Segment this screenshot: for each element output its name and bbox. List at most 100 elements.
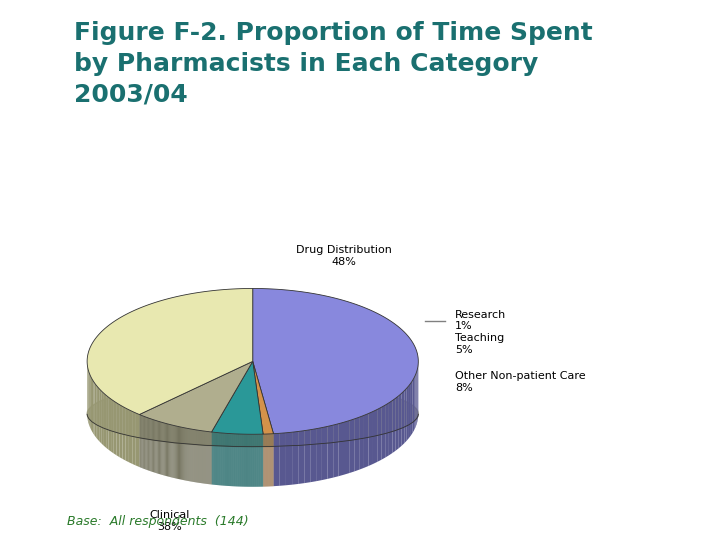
Polygon shape xyxy=(200,430,202,483)
Polygon shape xyxy=(195,430,197,482)
Polygon shape xyxy=(202,431,204,483)
Polygon shape xyxy=(154,420,155,472)
Polygon shape xyxy=(150,418,151,471)
Polygon shape xyxy=(145,417,146,470)
Polygon shape xyxy=(205,431,207,484)
Polygon shape xyxy=(117,403,120,457)
Polygon shape xyxy=(413,377,414,433)
Polygon shape xyxy=(106,395,109,450)
Polygon shape xyxy=(114,401,117,455)
Polygon shape xyxy=(161,422,162,475)
Polygon shape xyxy=(140,361,253,432)
Polygon shape xyxy=(274,433,280,486)
Polygon shape xyxy=(144,416,145,469)
Text: Other Non-patient Care
8%: Other Non-patient Care 8% xyxy=(455,371,585,393)
Polygon shape xyxy=(122,407,125,461)
Polygon shape xyxy=(179,427,180,480)
Polygon shape xyxy=(183,428,184,480)
Polygon shape xyxy=(369,411,373,466)
Polygon shape xyxy=(142,415,143,468)
Polygon shape xyxy=(171,425,173,477)
Polygon shape xyxy=(377,407,382,462)
Polygon shape xyxy=(204,431,205,484)
Polygon shape xyxy=(129,410,132,464)
Polygon shape xyxy=(94,383,96,438)
Polygon shape xyxy=(253,361,274,434)
Polygon shape xyxy=(181,427,182,480)
Polygon shape xyxy=(402,391,405,446)
Text: Research
1%: Research 1% xyxy=(455,310,506,332)
Text: Drug Distribution
48%: Drug Distribution 48% xyxy=(296,245,392,267)
Polygon shape xyxy=(305,430,310,483)
Polygon shape xyxy=(411,380,413,435)
Polygon shape xyxy=(165,423,166,476)
Polygon shape xyxy=(170,424,171,477)
Ellipse shape xyxy=(87,381,418,447)
Polygon shape xyxy=(333,424,338,477)
Polygon shape xyxy=(354,417,359,471)
Polygon shape xyxy=(96,385,98,440)
Polygon shape xyxy=(176,426,177,479)
Polygon shape xyxy=(111,399,114,454)
Polygon shape xyxy=(385,403,389,457)
Polygon shape xyxy=(177,426,178,479)
Polygon shape xyxy=(316,428,322,481)
Polygon shape xyxy=(212,361,263,434)
Polygon shape xyxy=(143,416,144,469)
Polygon shape xyxy=(185,428,186,481)
Polygon shape xyxy=(310,429,316,482)
Polygon shape xyxy=(180,427,181,480)
Polygon shape xyxy=(167,424,168,476)
Polygon shape xyxy=(173,425,174,478)
Polygon shape xyxy=(109,397,111,451)
Polygon shape xyxy=(399,393,402,448)
Polygon shape xyxy=(405,388,407,443)
Polygon shape xyxy=(396,396,399,451)
Polygon shape xyxy=(382,405,385,460)
Polygon shape xyxy=(159,422,160,474)
Polygon shape xyxy=(199,430,200,483)
Polygon shape xyxy=(152,419,153,472)
Polygon shape xyxy=(153,420,154,472)
Text: Teaching
5%: Teaching 5% xyxy=(455,333,504,355)
Polygon shape xyxy=(125,408,129,462)
Polygon shape xyxy=(149,418,150,471)
Polygon shape xyxy=(162,422,163,475)
Polygon shape xyxy=(120,404,122,459)
Polygon shape xyxy=(280,433,286,486)
Polygon shape xyxy=(146,417,148,470)
Text: Figure F-2. Proportion of Time Spent
by Pharmacists in Each Category
2003/04: Figure F-2. Proportion of Time Spent by … xyxy=(74,21,593,106)
Polygon shape xyxy=(292,431,298,485)
Polygon shape xyxy=(207,431,209,484)
Polygon shape xyxy=(409,383,411,438)
Polygon shape xyxy=(178,427,179,479)
Polygon shape xyxy=(91,377,92,431)
Polygon shape xyxy=(344,421,349,475)
Polygon shape xyxy=(87,288,253,415)
Text: Base:  All respondents  (144): Base: All respondents (144) xyxy=(67,515,249,528)
Polygon shape xyxy=(197,430,199,483)
Polygon shape xyxy=(104,393,106,448)
Polygon shape xyxy=(389,401,392,455)
Polygon shape xyxy=(160,422,161,475)
Polygon shape xyxy=(328,425,333,479)
Polygon shape xyxy=(191,429,192,482)
Polygon shape xyxy=(349,419,354,473)
Polygon shape xyxy=(286,432,292,485)
Polygon shape xyxy=(414,375,415,430)
Polygon shape xyxy=(194,430,195,482)
Polygon shape xyxy=(189,429,191,482)
Polygon shape xyxy=(90,375,91,429)
Polygon shape xyxy=(132,411,136,465)
Polygon shape xyxy=(163,423,164,476)
Text: Clinical
38%: Clinical 38% xyxy=(150,510,190,532)
Polygon shape xyxy=(166,423,167,476)
Polygon shape xyxy=(156,421,157,474)
Polygon shape xyxy=(175,426,176,478)
Polygon shape xyxy=(140,415,141,468)
Polygon shape xyxy=(209,431,210,484)
Polygon shape xyxy=(184,428,185,480)
Polygon shape xyxy=(136,413,140,467)
Polygon shape xyxy=(364,414,369,468)
Polygon shape xyxy=(322,427,328,480)
